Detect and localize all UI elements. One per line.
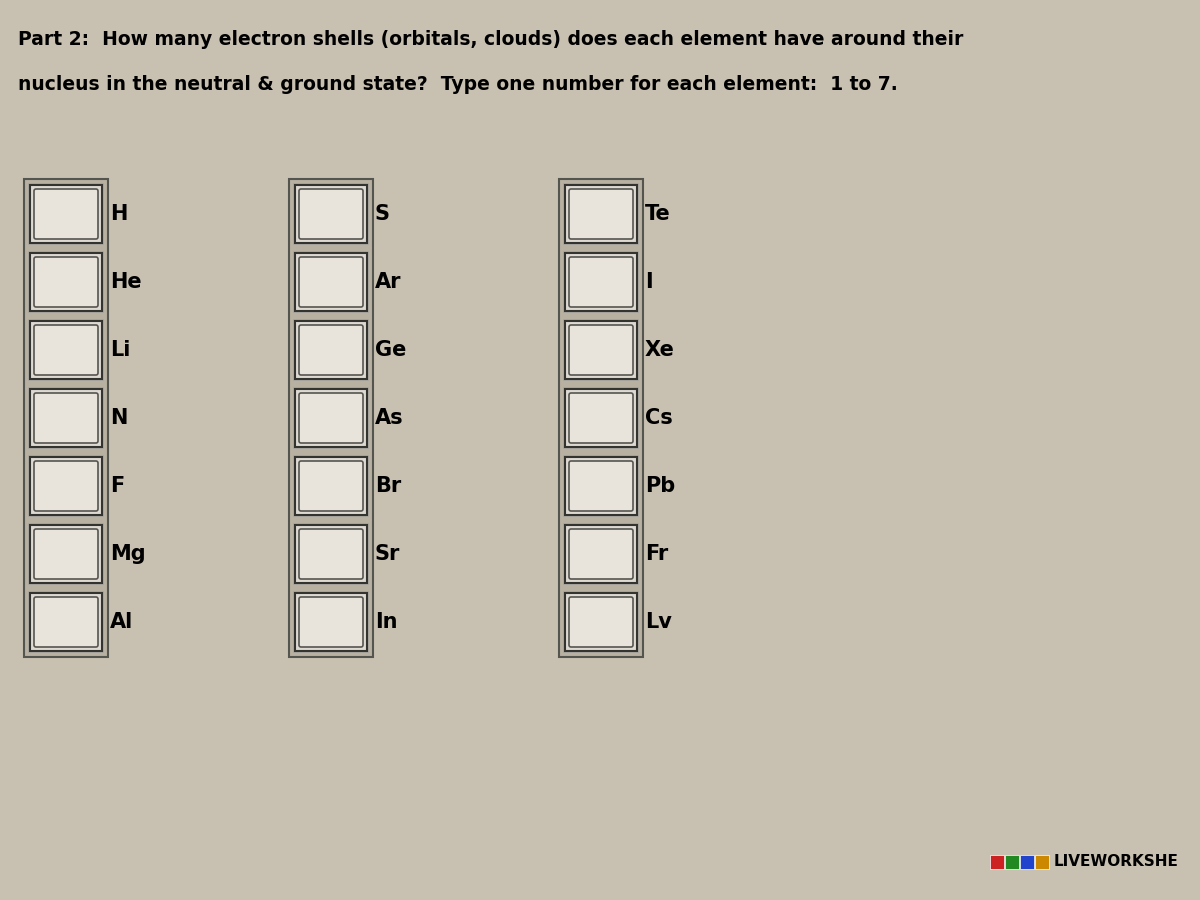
Bar bbox=[30, 185, 102, 243]
Bar bbox=[293, 523, 370, 585]
Bar bbox=[293, 183, 370, 245]
Text: Cs: Cs bbox=[646, 408, 673, 428]
Text: nucleus in the neutral & ground state?  Type one number for each element:  1 to : nucleus in the neutral & ground state? T… bbox=[18, 75, 898, 94]
Text: Part 2:  How many electron shells (orbitals, clouds) does each element have arou: Part 2: How many electron shells (orbita… bbox=[18, 30, 964, 49]
Text: Al: Al bbox=[110, 612, 133, 632]
FancyBboxPatch shape bbox=[34, 257, 98, 307]
Bar bbox=[563, 387, 640, 449]
Bar bbox=[565, 389, 637, 447]
Bar bbox=[295, 593, 367, 651]
Text: Br: Br bbox=[374, 476, 401, 496]
Text: As: As bbox=[374, 408, 403, 428]
Text: I: I bbox=[646, 272, 653, 292]
FancyBboxPatch shape bbox=[569, 529, 634, 579]
Bar bbox=[563, 251, 640, 313]
Bar bbox=[30, 593, 102, 651]
Bar bbox=[28, 251, 104, 313]
Bar bbox=[295, 321, 367, 379]
FancyBboxPatch shape bbox=[569, 597, 634, 647]
Bar bbox=[1034, 855, 1049, 869]
Text: Te: Te bbox=[646, 204, 671, 224]
Text: LIVEWORKSHE: LIVEWORKSHE bbox=[1054, 854, 1178, 869]
Bar bbox=[563, 319, 640, 381]
Bar bbox=[565, 457, 637, 515]
Text: Sr: Sr bbox=[374, 544, 401, 564]
FancyBboxPatch shape bbox=[34, 461, 98, 511]
FancyBboxPatch shape bbox=[34, 325, 98, 375]
Bar bbox=[30, 253, 102, 311]
Bar bbox=[293, 455, 370, 517]
Text: Fr: Fr bbox=[646, 544, 668, 564]
Bar bbox=[293, 319, 370, 381]
Bar bbox=[28, 387, 104, 449]
Bar bbox=[28, 523, 104, 585]
Bar bbox=[559, 179, 643, 657]
Bar bbox=[563, 591, 640, 653]
Bar bbox=[289, 179, 373, 657]
Bar bbox=[563, 523, 640, 585]
Bar bbox=[295, 185, 367, 243]
FancyBboxPatch shape bbox=[569, 461, 634, 511]
Text: N: N bbox=[110, 408, 127, 428]
Text: Ge: Ge bbox=[374, 340, 407, 360]
Bar bbox=[295, 457, 367, 515]
FancyBboxPatch shape bbox=[34, 529, 98, 579]
FancyBboxPatch shape bbox=[569, 393, 634, 443]
Text: F: F bbox=[110, 476, 125, 496]
Text: Xe: Xe bbox=[646, 340, 674, 360]
FancyBboxPatch shape bbox=[299, 597, 364, 647]
FancyBboxPatch shape bbox=[299, 189, 364, 239]
Bar bbox=[293, 387, 370, 449]
Bar bbox=[30, 321, 102, 379]
Bar bbox=[24, 179, 108, 657]
Text: S: S bbox=[374, 204, 390, 224]
Bar bbox=[293, 251, 370, 313]
FancyBboxPatch shape bbox=[569, 257, 634, 307]
Text: H: H bbox=[110, 204, 127, 224]
Text: Lv: Lv bbox=[646, 612, 672, 632]
FancyBboxPatch shape bbox=[299, 393, 364, 443]
Bar bbox=[295, 389, 367, 447]
Bar bbox=[30, 457, 102, 515]
Bar bbox=[563, 183, 640, 245]
Bar bbox=[295, 253, 367, 311]
Bar bbox=[295, 525, 367, 583]
Bar bbox=[565, 525, 637, 583]
Bar bbox=[565, 253, 637, 311]
Bar bbox=[565, 593, 637, 651]
Bar bbox=[28, 455, 104, 517]
Text: Ar: Ar bbox=[374, 272, 402, 292]
Bar bbox=[28, 183, 104, 245]
Bar bbox=[30, 525, 102, 583]
Bar bbox=[1020, 855, 1034, 869]
Bar bbox=[30, 389, 102, 447]
FancyBboxPatch shape bbox=[299, 257, 364, 307]
Bar bbox=[565, 321, 637, 379]
FancyBboxPatch shape bbox=[299, 529, 364, 579]
Bar bbox=[563, 455, 640, 517]
Bar bbox=[565, 185, 637, 243]
FancyBboxPatch shape bbox=[569, 325, 634, 375]
Text: Pb: Pb bbox=[646, 476, 676, 496]
Bar bbox=[28, 591, 104, 653]
Text: He: He bbox=[110, 272, 142, 292]
FancyBboxPatch shape bbox=[299, 325, 364, 375]
Text: Mg: Mg bbox=[110, 544, 145, 564]
FancyBboxPatch shape bbox=[299, 461, 364, 511]
FancyBboxPatch shape bbox=[569, 189, 634, 239]
FancyBboxPatch shape bbox=[34, 597, 98, 647]
Text: In: In bbox=[374, 612, 397, 632]
Bar bbox=[28, 319, 104, 381]
FancyBboxPatch shape bbox=[34, 189, 98, 239]
Text: Li: Li bbox=[110, 340, 131, 360]
Bar bbox=[293, 591, 370, 653]
Bar bbox=[1006, 855, 1019, 869]
FancyBboxPatch shape bbox=[34, 393, 98, 443]
Bar bbox=[990, 855, 1004, 869]
